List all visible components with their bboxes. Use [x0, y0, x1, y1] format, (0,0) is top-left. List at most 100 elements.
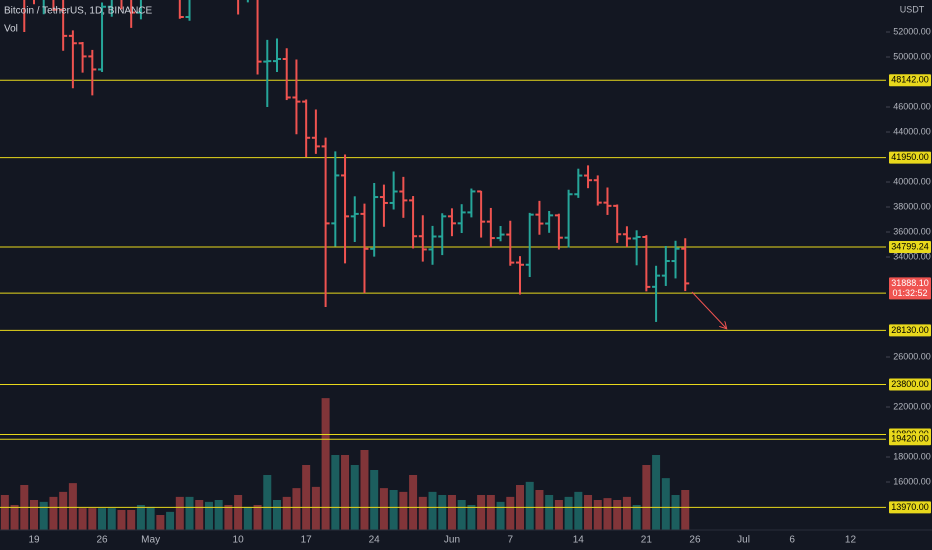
volume-bar: [574, 491, 583, 530]
level-label: 19420.00: [891, 434, 929, 444]
volume-bar: [341, 455, 350, 530]
volume-bar: [506, 496, 515, 530]
volume-bar: [477, 495, 486, 530]
volume-bar: [175, 496, 184, 530]
volume-bar: [185, 496, 194, 530]
volume-bar: [107, 508, 116, 530]
volume-bar: [399, 491, 408, 530]
volume-bar: [98, 508, 107, 530]
volume-bar: [593, 500, 602, 530]
trend-arrow: [691, 291, 726, 328]
last-price-box: [889, 277, 931, 300]
volume-bar: [321, 398, 330, 530]
volume-bar: [409, 475, 418, 530]
volume-bar: [467, 505, 476, 530]
volume-bar: [243, 506, 252, 530]
volume-bar: [78, 508, 87, 530]
volume-bar: [622, 496, 631, 530]
volume-bar: [438, 495, 447, 530]
y-tick-label: 26000.00: [893, 351, 931, 361]
volume-bar: [603, 498, 612, 530]
x-tick-label: 10: [233, 535, 245, 546]
x-tick-label: 26: [689, 535, 701, 546]
volume-bar: [564, 496, 573, 530]
volume-bar: [652, 455, 661, 530]
x-tick-label: Jul: [737, 535, 750, 546]
volume-bar: [195, 500, 204, 530]
volume-bar: [642, 465, 651, 530]
volume-bar: [379, 488, 388, 530]
y-tick-label: 36000.00: [893, 226, 931, 236]
volume-bar: [370, 470, 379, 530]
chart-title: Bitcoin / TetherUS, 1D, BINANCE: [4, 6, 153, 17]
x-tick-label: 24: [369, 535, 381, 546]
y-tick-label: 46000.00: [893, 101, 931, 111]
volume-bar: [166, 511, 175, 530]
volume-bar: [311, 486, 320, 530]
y-tick-label: 50000.00: [893, 51, 931, 61]
volume-label: Vol: [4, 24, 18, 35]
y-tick-label: 38000.00: [893, 201, 931, 211]
level-label: 23800.00: [891, 379, 929, 389]
volume-bar: [632, 505, 641, 530]
x-tick-label: 17: [301, 535, 313, 546]
level-label-box: [889, 324, 931, 337]
level-label: 34799.24: [891, 241, 929, 251]
volume-bar: [525, 481, 534, 530]
currency-label: USDT: [900, 4, 925, 14]
volume-bar: [253, 505, 262, 530]
y-tick-label: 40000.00: [893, 176, 931, 186]
volume-bar: [117, 510, 126, 530]
volume-bar: [59, 491, 68, 530]
x-tick-label: 7: [507, 535, 513, 546]
volume-bar: [127, 510, 136, 530]
volume-bar: [428, 491, 437, 530]
x-tick-label: 6: [789, 535, 795, 546]
volume-bar: [204, 501, 213, 530]
level-label: 48142.00: [891, 75, 929, 85]
level-label-box: [889, 151, 931, 164]
volume-bar: [661, 478, 670, 530]
x-tick-label: 12: [845, 535, 857, 546]
level-label-box: [889, 74, 931, 87]
y-tick-label: 34000.00: [893, 251, 931, 261]
volume-bar: [457, 500, 466, 530]
volume-bar: [302, 465, 311, 530]
volume-bar: [263, 475, 272, 530]
volume-bar: [613, 500, 622, 530]
volume-bar: [554, 500, 563, 530]
level-label: 13970.00: [891, 502, 929, 512]
volume-bar: [496, 501, 505, 530]
volume-bar: [447, 495, 456, 530]
volume-bar: [39, 501, 48, 530]
countdown-label: 01:32:52: [892, 288, 927, 298]
level-label: 41950.00: [891, 152, 929, 162]
volume-bar: [360, 450, 369, 530]
volume-bar: [49, 496, 58, 530]
volume-bar: [0, 495, 9, 530]
level-label-box: [889, 501, 931, 514]
volume-bar: [671, 495, 680, 530]
volume-bar: [224, 505, 233, 530]
y-tick-label: 52000.00: [893, 26, 931, 36]
x-tick-label: 14: [573, 535, 585, 546]
volume-bar: [68, 483, 77, 530]
volume-bar: [10, 505, 19, 530]
level-label-box: [889, 378, 931, 391]
volume-bar: [584, 495, 593, 530]
plot-area: [0, 0, 886, 530]
x-tick-label: May: [141, 535, 160, 546]
x-tick-label: 21: [641, 535, 653, 546]
volume-bar: [146, 506, 155, 530]
volume-bar: [30, 500, 38, 530]
volume-bar: [389, 490, 398, 530]
volume-bar: [214, 500, 223, 530]
last-price-label: 31888.10: [891, 278, 929, 288]
volume-bar: [273, 500, 281, 530]
level-label-box: [889, 433, 931, 446]
currency-box: [898, 3, 930, 16]
volume-bar: [681, 490, 690, 530]
volume-bar: [234, 495, 243, 530]
